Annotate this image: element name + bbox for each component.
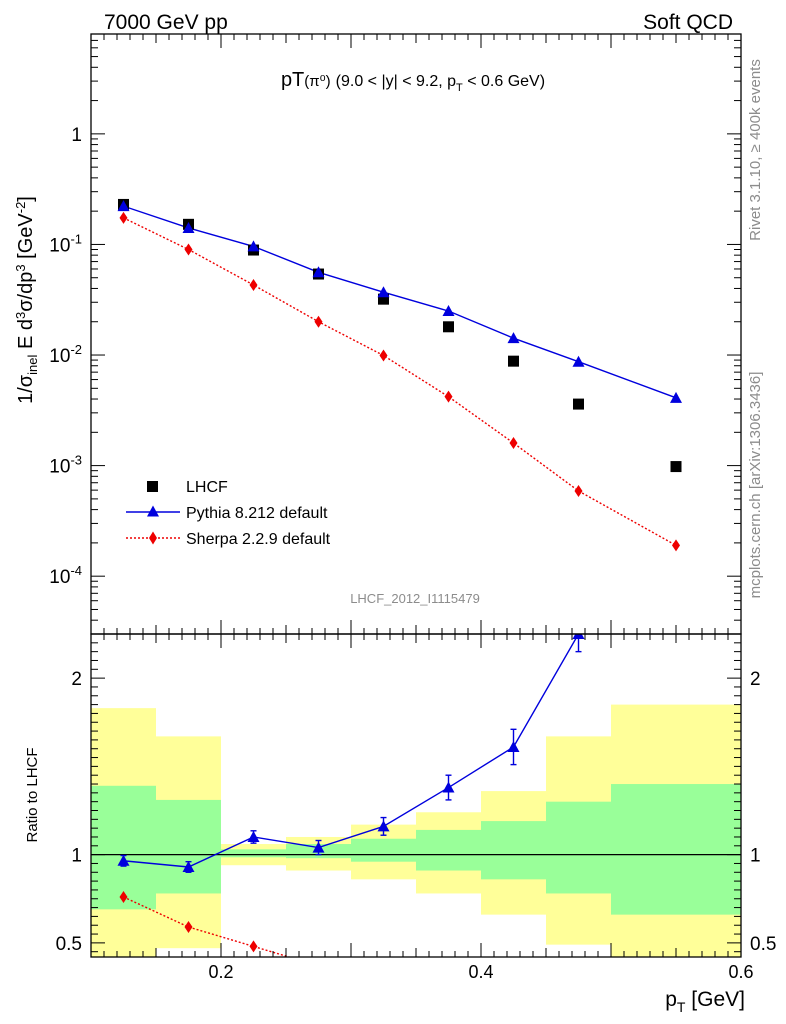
tick-exponent: -3: [70, 453, 82, 468]
main-sherpa-point: [379, 349, 388, 362]
main-lhcf-point: [670, 461, 682, 473]
tick-exponent: -1: [70, 231, 82, 246]
ratio-ylabel: Ratio to LHCF: [24, 747, 41, 842]
ratio-pythia-line: [123, 634, 580, 868]
legend-label-sherpa: Sherpa 2.2.9 default: [186, 531, 331, 548]
main-lhcf-point: [378, 293, 389, 305]
main-sherpa-point: [249, 278, 258, 291]
ratio-pythia-point: [312, 841, 325, 853]
main-lhcf-point: [443, 321, 454, 333]
ratio-pythia-point: [442, 781, 455, 793]
main-pythia-line: [123, 205, 677, 399]
tick-exponent: -2: [70, 342, 82, 357]
main-y-tick-label: 10-4: [49, 563, 82, 588]
main-y-tick-label: 10-1: [49, 231, 82, 256]
main-y-tick-label: 1: [71, 125, 82, 146]
x-tick-label: 0.2: [208, 962, 233, 982]
main-y-tick-label: 10-2: [49, 342, 82, 367]
ratio-y-tick-label-left: 2: [71, 669, 82, 690]
mcplots-label: mcplots.cern.ch [arXiv:1306.3436]: [747, 372, 764, 599]
header-right: Soft QCD: [643, 11, 733, 34]
xlabel: pT [GeV]: [665, 988, 745, 1015]
ratio-y-tick-label-left: 1: [71, 846, 82, 867]
main-sherpa-point: [444, 390, 453, 403]
tick-exponent: -4: [70, 563, 82, 578]
main-pythia-point: [670, 391, 682, 403]
band-inner: [156, 799, 221, 894]
band-inner: [481, 821, 546, 880]
main-pythia-point: [507, 332, 520, 344]
x-tick-label: 0.4: [468, 962, 493, 982]
main-sherpa-point: [119, 211, 128, 224]
legend-label-lhcf: LHCF: [186, 479, 228, 496]
ratio-pythia-point: [182, 860, 195, 872]
ratio-pythia-point: [377, 820, 390, 832]
main-series: [117, 198, 682, 552]
main-pythia-point: [312, 266, 325, 278]
ratio-bands: [91, 704, 741, 957]
legend-marker-lhcf: [147, 481, 158, 492]
main-pythia-point: [442, 305, 455, 317]
legend-marker-pythia: [147, 505, 159, 517]
band-inner: [611, 784, 741, 915]
main-sherpa-point: [672, 539, 680, 552]
header-left: 7000 GeV pp: [104, 11, 228, 34]
main-pythia-point: [572, 355, 585, 367]
band-inner: [416, 829, 481, 871]
main-y-tick-label: 10-3: [49, 453, 82, 478]
ratio-y-tick-label-right: 0.5: [750, 934, 776, 955]
ratio-pythia-point: [247, 830, 260, 842]
ratio-y-tick-label-right: 2: [750, 669, 761, 690]
plot-title: pT(π⁰) (9.0 < |y| < 9.2, pT < 0.6 GeV): [281, 69, 545, 94]
ratio-y-tick-label-right: 1: [750, 846, 761, 867]
ratio-sherpa-point: [315, 960, 323, 972]
x-tick-label: 0.6: [728, 962, 753, 982]
main-pythia-point: [117, 200, 130, 212]
band-inner: [221, 849, 286, 858]
ratio-pythia-point: [572, 634, 585, 639]
main-ylabel: 1/σinel E d3σ/dp3 [GeV-2]: [13, 196, 40, 404]
rivet-label: Rivet 3.1.10, ≥ 400k events: [747, 59, 764, 241]
ratio-pythia-point: [117, 854, 130, 866]
ratio-y-tick-label-left: 0.5: [56, 934, 82, 955]
main-pythia-point: [182, 221, 195, 233]
main-sherpa-point: [509, 437, 518, 450]
main-lhcf-point: [573, 398, 584, 410]
band-inner: [91, 785, 156, 910]
ratio-series-group: [117, 634, 585, 972]
main-lhcf-point: [508, 355, 519, 367]
main-sherpa-point: [574, 484, 583, 497]
ratio-pythia-point: [507, 740, 520, 752]
band-inner: [351, 838, 416, 862]
ratio-sherpa-point: [184, 920, 193, 933]
ratio-series: [117, 634, 585, 972]
ratio-sherpa-point: [119, 890, 128, 903]
analysis-watermark: LHCF_2012_I1115479: [350, 591, 480, 606]
main-sherpa-point: [184, 243, 193, 256]
band-inner: [546, 801, 611, 894]
main-pythia-point: [377, 286, 390, 298]
ratio-sherpa-point: [249, 940, 258, 953]
legend-marker-sherpa: [149, 531, 157, 545]
main-sherpa-line: [123, 217, 677, 546]
axis-ticks: 0.2 0.4 0.6 1 10-1 10-2 10-3 10-4 0.5 0.5 1 1 2 2: [49, 33, 776, 982]
legend: LHCF Pythia 8.212 default Sherpa 2.2.9 d…: [126, 479, 331, 548]
legend-label-pythia: Pythia 8.212 default: [186, 505, 328, 522]
main-sherpa-point: [314, 315, 323, 328]
main-pythia-point: [247, 240, 260, 252]
